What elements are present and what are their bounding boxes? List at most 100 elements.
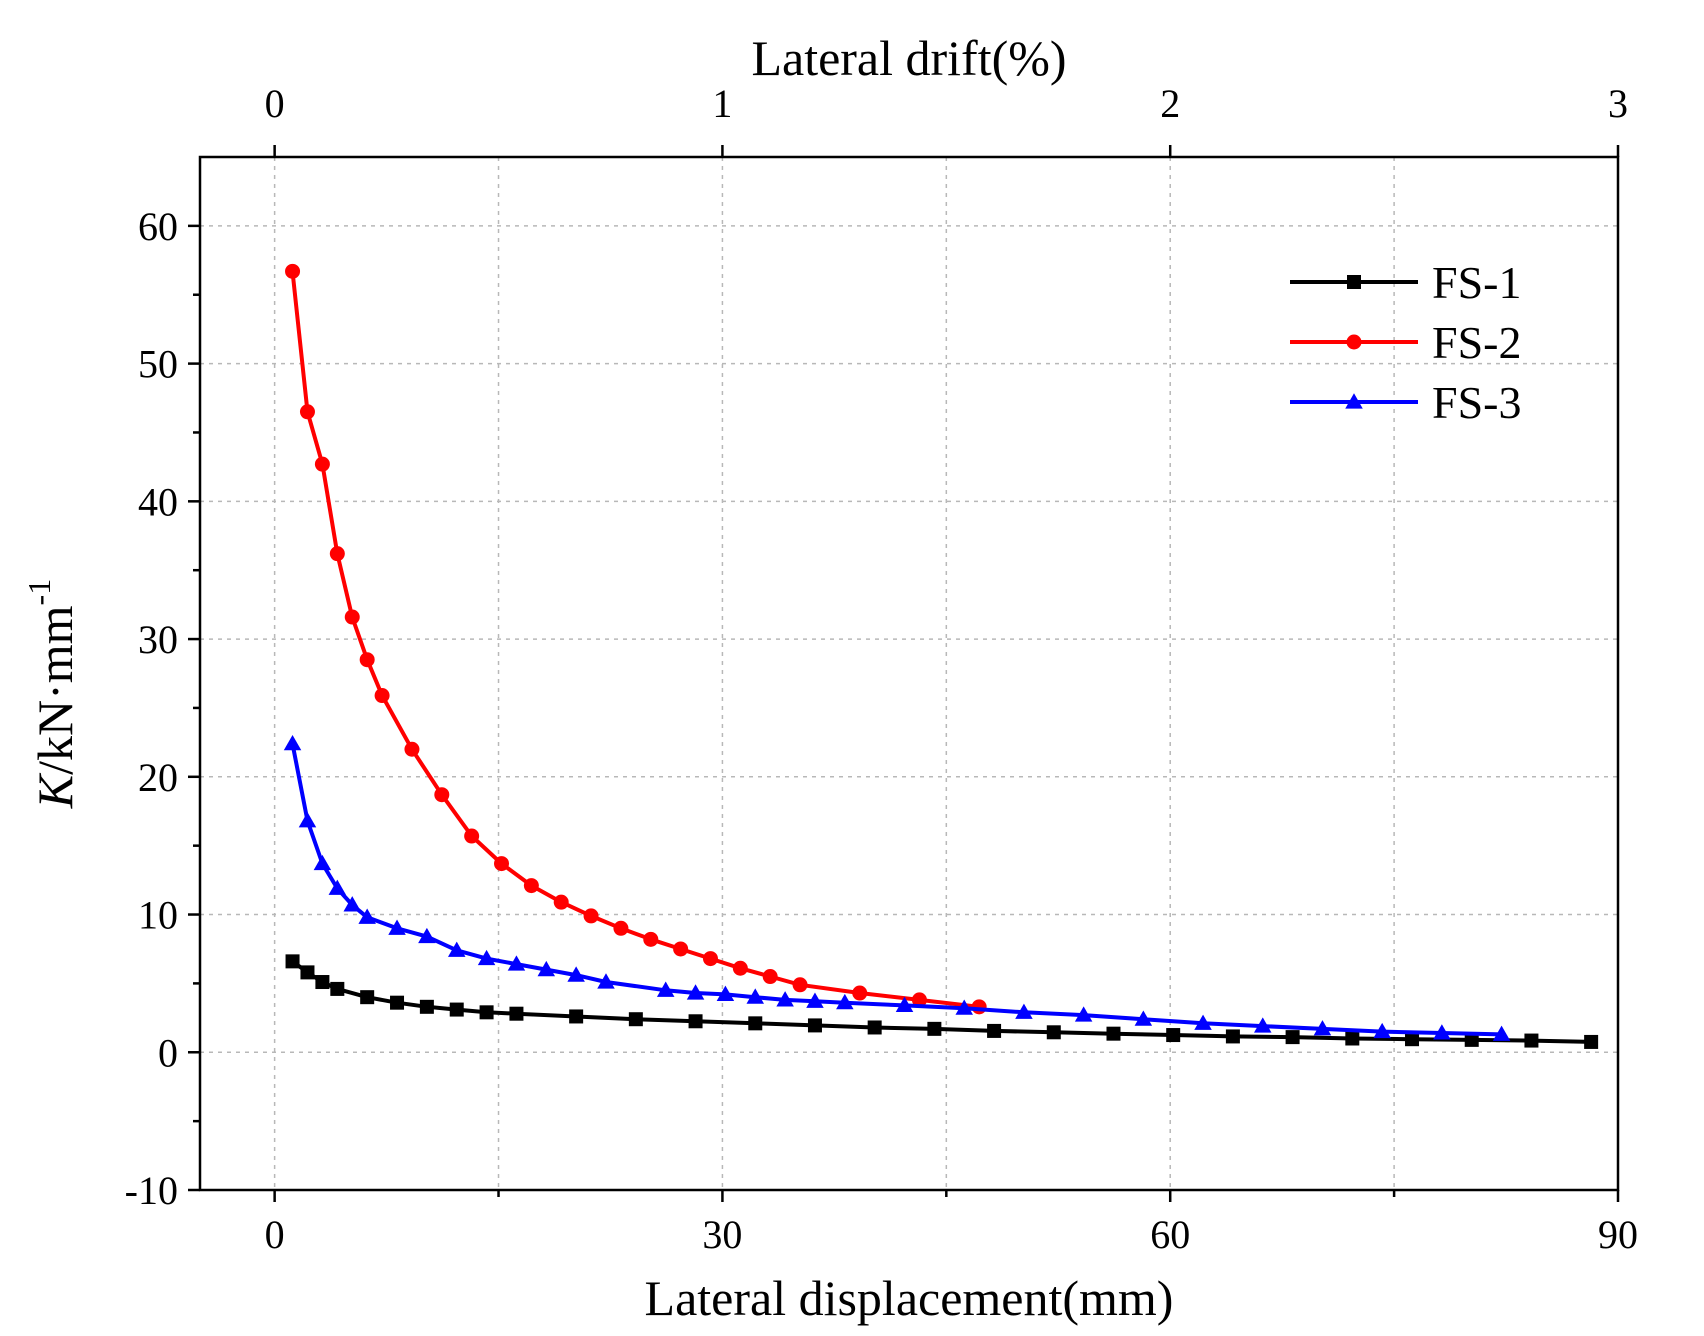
- data-point: [464, 828, 480, 844]
- legend-item-fs-2: FS-2: [1290, 317, 1521, 368]
- data-point: [792, 977, 808, 993]
- series-line: [291, 959, 1592, 1044]
- data-point: [374, 688, 390, 704]
- data-point: [447, 941, 466, 957]
- data-point: [1074, 1006, 1093, 1022]
- y-tick-label: 0: [158, 1030, 178, 1075]
- data-point: [1046, 1025, 1061, 1040]
- data-point: [987, 1023, 1002, 1038]
- data-point: [329, 546, 345, 562]
- data-point: [656, 981, 675, 997]
- data-point: [732, 960, 748, 976]
- data-point: [628, 1012, 643, 1027]
- data-point: [477, 949, 496, 966]
- data-point: [673, 941, 689, 957]
- top-x-axis-title: Lateral drift(%): [751, 30, 1066, 86]
- data-point: [330, 981, 345, 996]
- data-point: [1524, 1033, 1539, 1048]
- legend-marker: [1346, 334, 1362, 350]
- x-tick-label: 90: [1598, 1212, 1638, 1257]
- y-tick-label: 20: [138, 755, 178, 800]
- data-point: [1166, 1028, 1181, 1043]
- data-point: [1225, 1029, 1240, 1044]
- series-fs-2: [285, 263, 987, 1015]
- data-point: [1285, 1030, 1300, 1045]
- data-point: [1313, 1020, 1332, 1036]
- data-point: [1194, 1014, 1212, 1030]
- y-axis-title-units: /kN·mm: [27, 605, 83, 775]
- data-point: [299, 404, 315, 420]
- data-point: [314, 456, 330, 472]
- top-x-tick-label: 2: [1160, 81, 1180, 126]
- series-fs-3: [283, 734, 1511, 1041]
- legend: FS-1 FS-2 FS-3: [1290, 257, 1521, 428]
- data-point: [836, 993, 854, 1010]
- data-point: [955, 999, 973, 1015]
- data-point: [360, 990, 375, 1005]
- series-layer: [283, 263, 1599, 1049]
- x-axis-title: Lateral displacement(mm): [645, 1270, 1174, 1326]
- data-point: [807, 1018, 822, 1033]
- data-point: [1254, 1017, 1272, 1033]
- y-tick-label: 50: [138, 342, 178, 387]
- legend-label: FS-2: [1432, 317, 1521, 368]
- data-point: [746, 988, 765, 1004]
- top-x-tick-label: 1: [712, 81, 732, 126]
- data-point: [358, 908, 376, 924]
- data-point: [643, 931, 659, 947]
- data-point: [1373, 1022, 1391, 1039]
- y-tick-label: -10: [125, 1168, 178, 1213]
- data-point: [1106, 1026, 1121, 1041]
- data-point: [806, 992, 824, 1008]
- y-axis-title: K/kN·mm-1: [21, 579, 83, 809]
- data-point: [315, 975, 330, 990]
- data-point: [702, 951, 718, 967]
- top-x-tick-label: 0: [265, 81, 285, 126]
- data-point: [569, 1009, 584, 1024]
- axes-layer: 0 30 60 90 0 1 2 3 -10 0 10 20 30 40 50 60: [125, 81, 1638, 1257]
- y-axis-title-symbol: K: [27, 772, 83, 809]
- data-point: [285, 263, 301, 279]
- legend-item-fs-3: FS-3: [1290, 377, 1521, 428]
- y-tick-label: 30: [138, 617, 178, 662]
- data-point: [419, 999, 434, 1014]
- data-point: [1345, 1031, 1360, 1046]
- legend-item-fs-1: FS-1: [1290, 257, 1521, 308]
- data-point: [716, 985, 735, 1001]
- data-point: [762, 969, 778, 985]
- data-point: [283, 734, 302, 751]
- data-point: [686, 984, 705, 1000]
- plot-frame: [198, 155, 1620, 1192]
- data-point: [449, 1002, 464, 1017]
- data-point: [285, 954, 300, 969]
- data-point: [1433, 1024, 1451, 1040]
- data-point: [359, 652, 375, 668]
- data-point: [1015, 1003, 1033, 1019]
- data-point: [613, 920, 629, 936]
- data-point: [1464, 1032, 1479, 1047]
- data-point: [300, 965, 315, 980]
- data-point: [479, 1005, 494, 1020]
- y-tick-label: 10: [138, 893, 178, 938]
- data-point: [509, 1006, 524, 1021]
- x-tick-label: 60: [1150, 1212, 1190, 1257]
- y-axis-title-exponent: -1: [21, 579, 57, 606]
- x-tick-label: 0: [265, 1212, 285, 1257]
- data-point: [852, 985, 868, 1001]
- series-line: [290, 743, 1502, 1037]
- data-point: [404, 741, 420, 757]
- x-tick-label: 30: [702, 1212, 742, 1257]
- data-point: [537, 960, 556, 977]
- data-point: [895, 996, 914, 1012]
- data-point: [1584, 1034, 1599, 1049]
- data-point: [328, 879, 347, 895]
- data-point: [388, 919, 406, 935]
- data-point: [1492, 1025, 1511, 1041]
- top-x-tick-label: 3: [1608, 81, 1628, 126]
- grid-lines: [200, 157, 1618, 1190]
- data-point: [567, 966, 585, 982]
- data-point: [748, 1016, 763, 1031]
- data-point: [553, 894, 569, 910]
- data-point: [507, 955, 526, 971]
- data-point: [927, 1021, 942, 1036]
